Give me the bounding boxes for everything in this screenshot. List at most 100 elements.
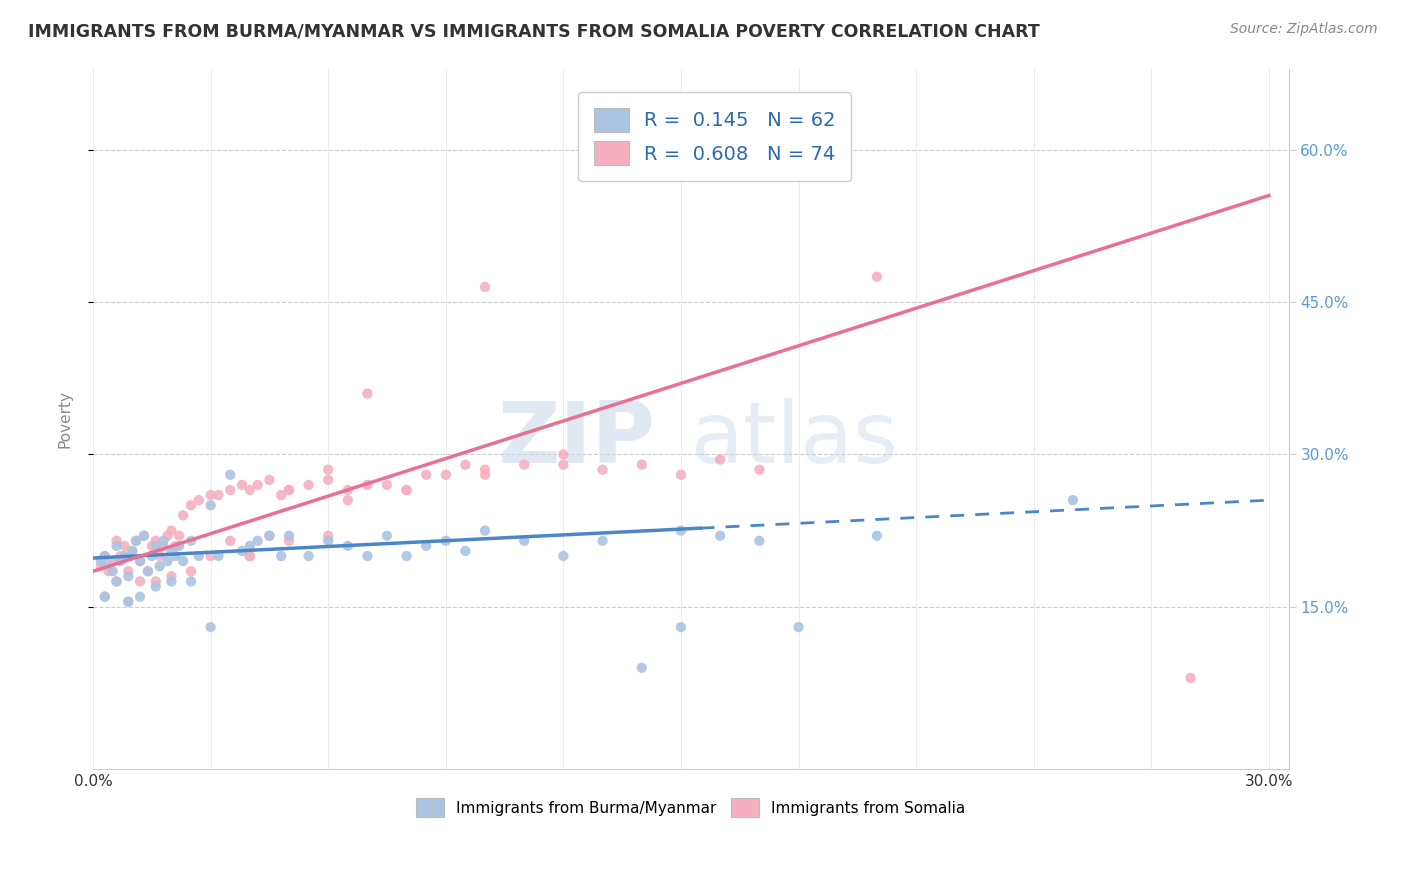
Point (553, 447, 575, 461)
Point (145, 533, 167, 548)
Point (132, 529, 155, 543)
Point (149, 559, 172, 574)
Point (375, 478, 398, 492)
Point (90, 554, 112, 568)
Point (415, 467, 437, 482)
Point (669, 467, 692, 482)
Point (474, 524, 496, 538)
Point (434, 533, 457, 548)
Point (278, 533, 301, 548)
Point (129, 554, 152, 568)
Point (395, 483, 418, 497)
Point (136, 564, 159, 578)
Point (200, 498, 222, 512)
Point (454, 458, 477, 472)
Point (231, 544, 253, 558)
Point (395, 549, 418, 563)
Point (316, 473, 339, 487)
Point (97, 559, 120, 574)
Point (160, 524, 183, 538)
Point (165, 539, 187, 553)
Point (180, 533, 202, 548)
Point (1180, 671, 1202, 685)
Point (239, 549, 262, 563)
Point (270, 488, 292, 502)
Point (149, 549, 172, 563)
Point (145, 580, 167, 594)
Point (200, 488, 222, 502)
Point (669, 524, 692, 538)
Point (336, 483, 359, 497)
Text: Source: ZipAtlas.com: Source: ZipAtlas.com (1230, 22, 1378, 37)
Point (117, 595, 139, 609)
Point (356, 386, 378, 401)
Point (474, 463, 496, 477)
Point (669, 620, 692, 634)
Point (145, 574, 167, 589)
Point (356, 478, 378, 492)
Point (112, 549, 135, 563)
Point (167, 539, 190, 553)
Point (187, 493, 209, 508)
Point (165, 549, 187, 563)
Point (136, 564, 159, 578)
Point (152, 539, 174, 553)
Point (129, 554, 152, 568)
Point (297, 549, 319, 563)
Point (180, 498, 202, 512)
Point (592, 533, 614, 548)
Point (630, 661, 652, 675)
Point (316, 463, 339, 477)
Point (278, 529, 301, 543)
Point (375, 529, 398, 543)
Point (101, 564, 124, 578)
Point (94, 590, 117, 604)
Point (219, 467, 242, 482)
Point (152, 533, 174, 548)
Point (110, 554, 132, 568)
Point (207, 488, 229, 502)
Point (1062, 493, 1084, 508)
Point (160, 574, 183, 589)
Point (125, 533, 148, 548)
Point (172, 508, 194, 523)
Point (156, 529, 179, 543)
Point (207, 549, 229, 563)
Point (132, 529, 155, 543)
Point (415, 539, 437, 553)
Point (117, 564, 139, 578)
Point (866, 529, 889, 543)
Point (141, 549, 163, 563)
Point (125, 533, 148, 548)
Point (156, 554, 179, 568)
Point (356, 549, 378, 563)
Point (200, 620, 222, 634)
Point (553, 458, 575, 472)
Point (709, 452, 731, 467)
Point (787, 620, 810, 634)
Point (434, 467, 457, 482)
Point (297, 478, 319, 492)
Point (866, 269, 889, 284)
Point (239, 539, 262, 553)
Point (160, 569, 183, 583)
Legend: Immigrants from Burma/Myanmar, Immigrants from Somalia: Immigrants from Burma/Myanmar, Immigrant… (409, 791, 973, 825)
Point (630, 458, 652, 472)
Point (180, 564, 202, 578)
Point (553, 549, 575, 563)
Point (270, 549, 292, 563)
Point (748, 463, 770, 477)
Point (187, 549, 209, 563)
Point (160, 544, 183, 558)
Point (231, 478, 253, 492)
Point (121, 544, 143, 558)
Point (129, 590, 152, 604)
Point (259, 529, 281, 543)
Point (219, 533, 242, 548)
Text: IMMIGRANTS FROM BURMA/MYANMAR VS IMMIGRANTS FROM SOMALIA POVERTY CORRELATION CHA: IMMIGRANTS FROM BURMA/MYANMAR VS IMMIGRA… (28, 22, 1040, 40)
Point (239, 483, 262, 497)
Point (278, 483, 301, 497)
Point (112, 539, 135, 553)
Point (592, 463, 614, 477)
Point (90, 559, 112, 574)
